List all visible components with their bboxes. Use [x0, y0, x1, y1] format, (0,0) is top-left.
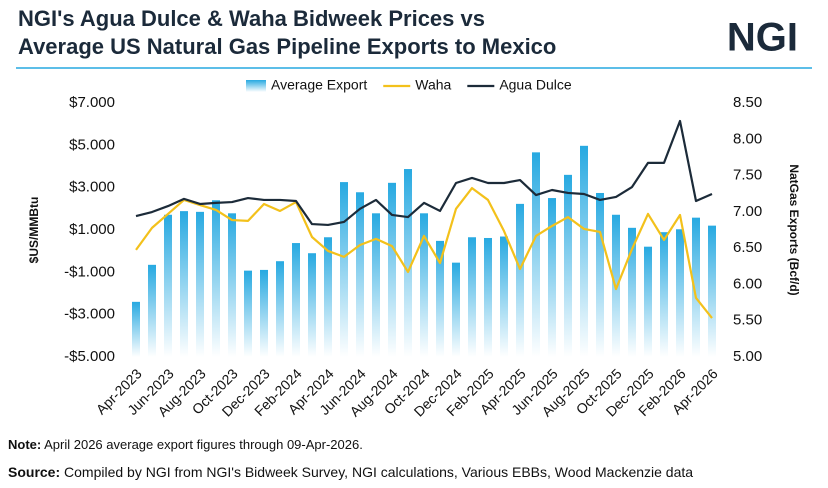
bar [196, 211, 204, 357]
y2-axis-label: NatGas Exports (Bcf/d) [787, 164, 801, 295]
y-tick-label: -$5.000 [64, 348, 115, 365]
y2-tick-label: 8.00 [733, 130, 762, 147]
bar [212, 200, 220, 357]
logo: NGI [727, 16, 798, 60]
bar [148, 264, 156, 357]
bar [180, 211, 188, 357]
y-tick-label: $5.000 [69, 136, 115, 153]
bar [164, 214, 172, 357]
y2-tick-label: 6.00 [733, 275, 762, 292]
line [135, 119, 713, 227]
y2-tick-label: 7.50 [733, 167, 762, 184]
line [135, 186, 713, 319]
y2-tick-label: 5.50 [733, 312, 762, 329]
source: Source: Compiled by NGI from NGI's Bidwe… [8, 464, 693, 480]
chart-title: NGI's Agua Dulce & Waha Bidweek Prices v… [18, 6, 485, 31]
bar [532, 152, 540, 357]
legend-label: Waha [415, 77, 451, 93]
bar [340, 182, 348, 357]
bar [660, 232, 668, 357]
note-label: Note: [8, 437, 41, 452]
bar [292, 243, 300, 357]
chart-title: Average US Natural Gas Pipeline Exports … [18, 34, 556, 59]
bar [388, 182, 396, 357]
source-label: Source: [8, 464, 60, 480]
bar [468, 237, 476, 357]
bar [596, 192, 604, 357]
y-tick-label: -$1.000 [64, 263, 115, 280]
y2-tick-label: 8.50 [733, 94, 762, 111]
bar [644, 246, 652, 357]
bar [404, 169, 412, 357]
y-tick-label: $7.000 [69, 94, 115, 111]
bar [452, 262, 460, 357]
legend-label: Agua Dulce [499, 77, 572, 93]
bar [132, 301, 140, 357]
y2-tick-label: 7.00 [733, 203, 762, 220]
bar [516, 203, 524, 357]
bar [356, 192, 364, 357]
y-tick-label: $3.000 [69, 179, 115, 196]
bar [548, 198, 556, 357]
bar [244, 270, 252, 357]
bar [228, 213, 236, 357]
legend-swatch [246, 80, 266, 92]
y-tick-label: $1.000 [69, 221, 115, 238]
bar [692, 217, 700, 357]
bar [564, 174, 572, 357]
bar [484, 237, 492, 357]
bar [420, 213, 428, 357]
bar [580, 145, 588, 357]
bar [324, 237, 332, 357]
y-tick-label: -$3.000 [64, 306, 115, 323]
bar [676, 229, 684, 357]
bar [308, 253, 316, 357]
bar [276, 261, 284, 357]
y2-tick-label: 6.50 [733, 239, 762, 256]
legend-label: Average Export [271, 77, 367, 93]
bar [372, 213, 380, 357]
bar [500, 236, 508, 357]
note-text: April 2026 average export figures throug… [44, 437, 363, 452]
source-text: Compiled by NGI from NGI's Bidweek Surve… [64, 464, 693, 480]
bar [628, 227, 636, 357]
y2-tick-label: 5.00 [733, 348, 762, 365]
bar [708, 225, 716, 357]
bar [260, 269, 268, 357]
bar [436, 240, 444, 357]
note: Note: April 2026 average export figures … [8, 437, 363, 452]
y-axis-label: $US/MMBtu [27, 197, 41, 264]
